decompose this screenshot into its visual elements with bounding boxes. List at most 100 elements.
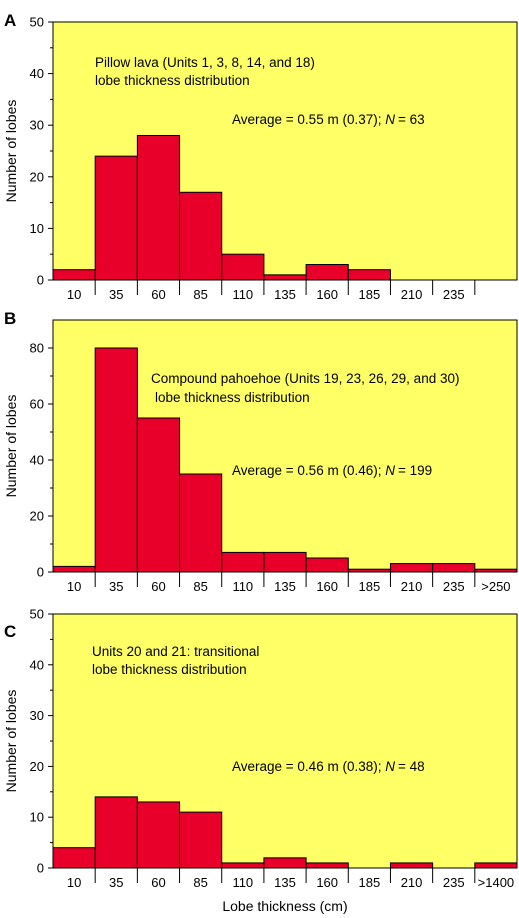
y-axis-label: Number of lobes <box>3 100 19 203</box>
panel-letter: B <box>4 309 16 328</box>
chart-panel-a: A 0 10 20 30 40 50 Number of lobes 10 35 60 85 110 13… <box>3 11 518 302</box>
bar <box>263 551 307 573</box>
x-tick-label: 210 <box>401 875 423 890</box>
x-tick-label: 185 <box>359 287 381 302</box>
bar <box>52 269 96 281</box>
x-tick-label: 10 <box>67 875 81 890</box>
x-tick-label: 185 <box>359 875 381 890</box>
x-tick-label: 60 <box>151 875 165 890</box>
y-tick-label: 80 <box>30 341 44 356</box>
y-axis-label: Number of lobes <box>3 395 19 498</box>
bar <box>221 551 265 573</box>
bar <box>305 557 349 573</box>
annotation-line: lobe thickness distribution <box>155 390 310 405</box>
x-tick-label: 160 <box>316 875 338 890</box>
x-axis-label: Lobe thickness (cm) <box>222 898 347 914</box>
y-tick-label: 60 <box>30 397 44 412</box>
x-tick-label: 110 <box>232 875 253 890</box>
bar <box>347 269 391 281</box>
bar <box>221 253 265 281</box>
bar <box>305 862 349 869</box>
bar <box>94 155 138 281</box>
panel-letter: C <box>4 622 16 641</box>
y-tick-label: 30 <box>30 708 44 723</box>
x-tick-label: 35 <box>109 287 123 302</box>
y-tick-label: 40 <box>30 453 44 468</box>
stats-annotation: Average = 0.55 m (0.37); N = 63 <box>232 112 425 127</box>
x-tick-label: 135 <box>274 579 296 594</box>
x-tick-label: 135 <box>274 287 296 302</box>
y-tick-label: 0 <box>37 861 44 876</box>
annotation-line: lobe thickness distribution <box>92 662 247 677</box>
x-tick-label: >1400 <box>478 875 515 890</box>
bar <box>389 563 434 573</box>
bar <box>263 274 307 281</box>
y-tick-label: 0 <box>37 273 44 288</box>
annotation-line: Compound pahoehoe (Units 19, 23, 26, 29,… <box>151 371 459 386</box>
chart-panel-b: B 0 20 40 60 80 Number of lobes 10 35 60 85 110 135 1… <box>3 309 518 594</box>
y-tick-label: 10 <box>30 810 44 825</box>
y-tick-label: 40 <box>30 657 44 672</box>
x-tick-label: 10 <box>67 287 81 302</box>
y-tick-label: 40 <box>30 66 44 81</box>
panel-letter: A <box>4 11 16 30</box>
x-tick-label: 35 <box>109 875 123 890</box>
y-tick-label: 0 <box>37 565 44 580</box>
bar <box>136 135 181 281</box>
bar <box>136 801 181 869</box>
stats-n-label: N <box>385 759 395 774</box>
y-tick-label: 50 <box>30 607 44 622</box>
bar <box>474 862 518 869</box>
x-tick-label: 85 <box>193 875 207 890</box>
bar <box>179 811 223 869</box>
y-tick-label: 20 <box>30 169 44 184</box>
stats-n-value: = 48 <box>398 759 425 774</box>
x-tick-label: 185 <box>359 579 381 594</box>
x-tick-label: 85 <box>193 287 207 302</box>
x-tick-label: 160 <box>316 287 338 302</box>
annotation-line: Units 20 and 21: transitional <box>92 644 259 659</box>
x-tick-label: 210 <box>401 579 423 594</box>
y-axis-label: Number of lobes <box>3 690 19 793</box>
stats-prefix: Average = 0.56 m (0.46); <box>232 463 385 478</box>
stats-prefix: Average = 0.55 m (0.37); <box>232 112 385 127</box>
stats-prefix: Average = 0.46 m (0.38); <box>232 759 385 774</box>
stats-n-value: = 199 <box>398 463 432 478</box>
stats-n-label: N <box>385 112 395 127</box>
stats-annotation: Average = 0.56 m (0.46); N = 199 <box>232 463 432 478</box>
x-tick-label: 235 <box>443 579 465 594</box>
bar <box>179 191 223 281</box>
bar <box>432 563 476 573</box>
bar <box>263 857 307 869</box>
x-tick-label: 35 <box>109 579 123 594</box>
x-tick-label: 10 <box>67 579 81 594</box>
bar <box>94 796 138 869</box>
annotation-line: lobe thickness distribution <box>95 73 250 88</box>
x-tick-label: 235 <box>443 287 465 302</box>
plot-frame <box>52 21 518 281</box>
x-tick-label: 60 <box>151 287 165 302</box>
y-tick-label: 20 <box>30 759 44 774</box>
x-tick-label: 110 <box>232 579 253 594</box>
plot-frame <box>52 613 518 869</box>
bar <box>179 473 223 573</box>
bar <box>136 417 181 573</box>
x-tick-label: >250 <box>481 579 510 594</box>
x-tick-label: 160 <box>316 579 338 594</box>
stats-annotation: Average = 0.46 m (0.38); N = 48 <box>232 759 425 774</box>
bar <box>389 862 434 869</box>
x-tick-label: 85 <box>193 579 207 594</box>
plot-frame <box>52 319 518 573</box>
bar <box>52 847 96 869</box>
bar <box>221 862 265 869</box>
chart-panel-c: C 0 10 20 30 40 50 Number of lobes 10 35 60 85 110 13… <box>3 607 518 890</box>
bar <box>305 264 349 281</box>
bar <box>94 347 138 573</box>
x-tick-label: 110 <box>232 287 253 302</box>
x-tick-label: 210 <box>401 287 423 302</box>
bar <box>52 565 96 573</box>
y-tick-label: 50 <box>30 15 44 30</box>
annotation-line: Pillow lava (Units 1, 3, 8, 14, and 18) <box>95 55 315 70</box>
stats-n-label: N <box>385 463 395 478</box>
